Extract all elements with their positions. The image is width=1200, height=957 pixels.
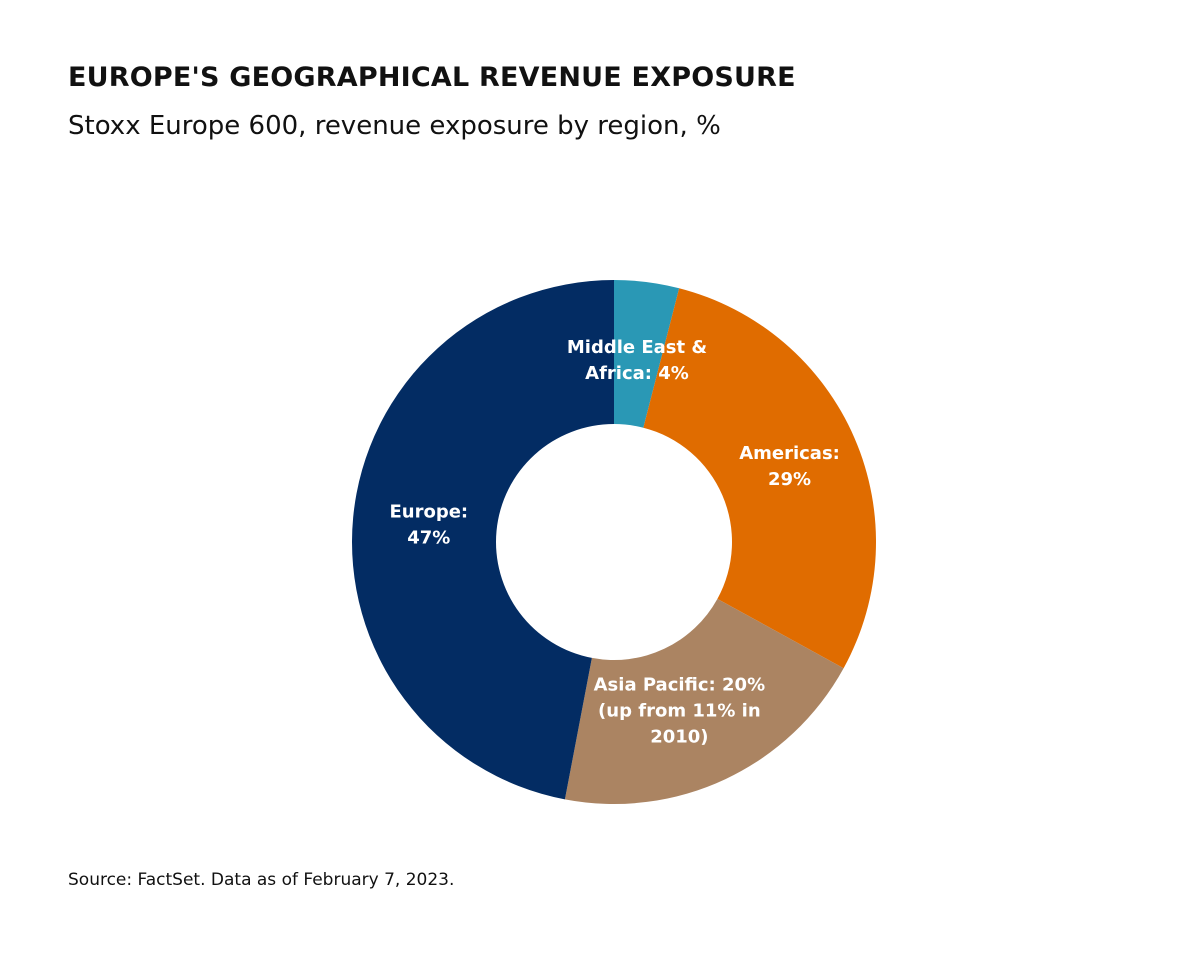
donut-labels: Middle East & Africa: 4% Americas: 29% Asia … <box>389 337 839 747</box>
slice-label-line: (up from 11% in <box>598 701 761 722</box>
slice-label-asia-pacific: Asia Pacific: 20% (up from 11% in 2010) <box>594 675 765 748</box>
chart-subtitle: Stoxx Europe 600, revenue exposure by re… <box>68 111 721 141</box>
slice-americas <box>643 288 877 669</box>
chart-title: EUROPE'S GEOGRAPHICAL REVENUE EXPOSURE <box>68 62 796 93</box>
slice-label-middle-east-africa: Middle East & Africa: 4% <box>567 337 707 384</box>
slice-middle-east-africa <box>614 280 680 428</box>
slice-label-line: 47% <box>407 527 450 548</box>
slice-label-europe: Europe: 47% <box>389 501 468 548</box>
slice-label-line: Americas: <box>739 443 840 464</box>
slice-label-line: Asia Pacific: 20% <box>594 675 765 696</box>
donut-slices <box>351 280 877 804</box>
slice-label-line: Middle East & <box>567 337 707 358</box>
slice-label-line: Africa: 4% <box>585 363 689 384</box>
source-note: Source: FactSet. Data as of February 7, … <box>68 870 455 890</box>
slice-label-line: 29% <box>768 469 811 490</box>
slice-europe <box>351 280 614 800</box>
slice-label-line: 2010) <box>650 727 708 748</box>
slice-asia-pacific <box>564 598 844 804</box>
slice-label-americas: Americas: 29% <box>739 443 840 490</box>
slice-label-line: Europe: <box>389 501 468 522</box>
